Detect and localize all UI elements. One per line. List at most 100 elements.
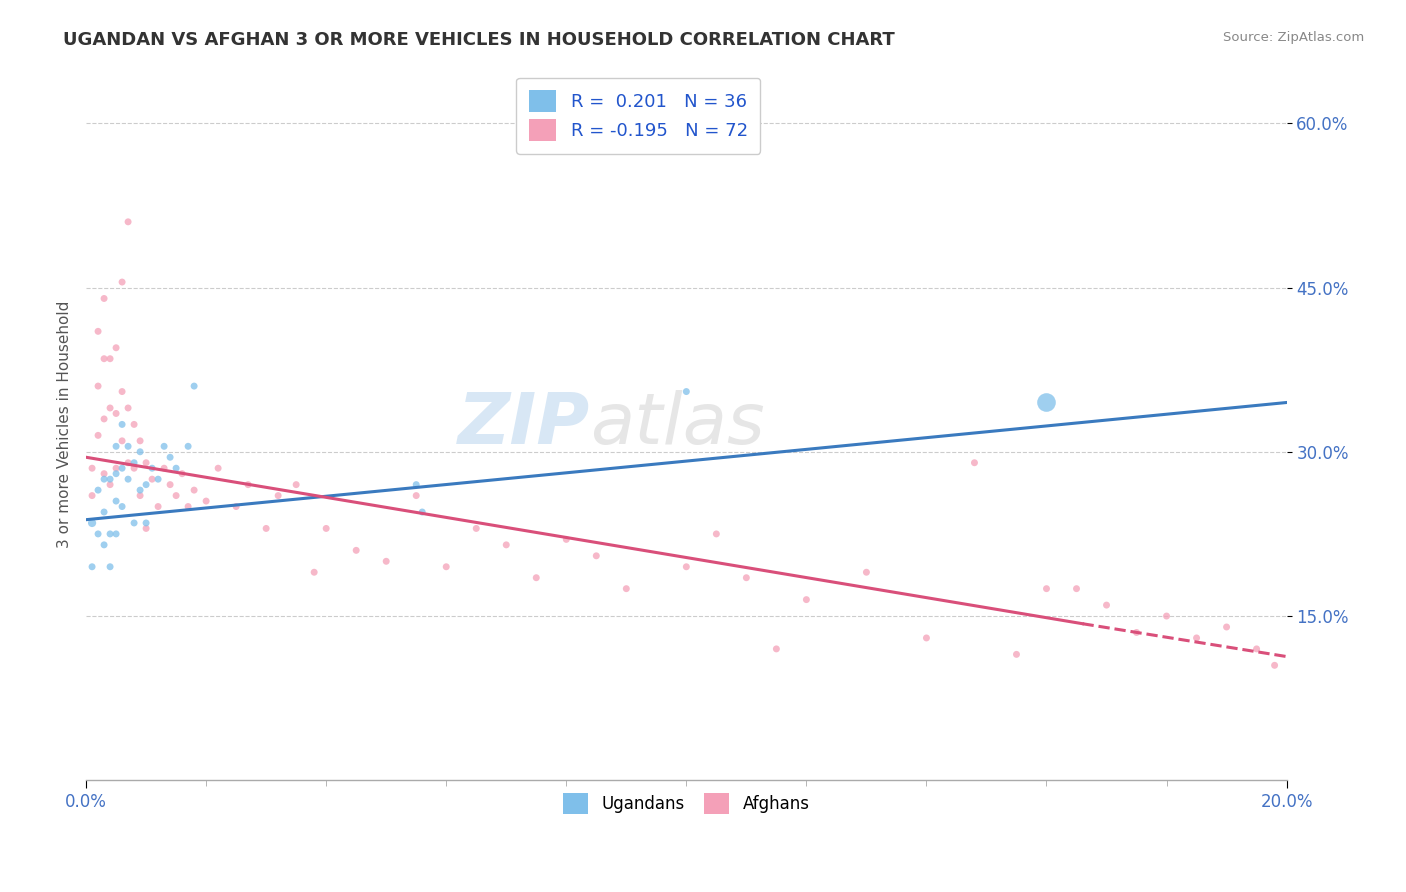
Point xyxy=(172,467,194,481)
Point xyxy=(111,434,134,448)
Point xyxy=(105,341,128,355)
Point xyxy=(1035,582,1057,596)
Point xyxy=(80,489,103,503)
Point xyxy=(915,631,938,645)
Point xyxy=(855,566,877,580)
Point xyxy=(87,483,110,497)
Point xyxy=(1035,395,1057,409)
Point xyxy=(735,571,758,585)
Point xyxy=(405,477,427,491)
Point xyxy=(465,521,488,535)
Text: Source: ZipAtlas.com: Source: ZipAtlas.com xyxy=(1223,31,1364,45)
Point xyxy=(225,500,247,514)
Point xyxy=(153,461,176,475)
Point xyxy=(93,292,115,306)
Point xyxy=(1185,631,1208,645)
Point xyxy=(135,477,157,491)
Point xyxy=(1156,609,1178,624)
Point xyxy=(122,456,145,470)
Point xyxy=(555,533,578,547)
Point xyxy=(141,461,163,475)
Point xyxy=(93,412,115,426)
Point xyxy=(98,351,121,366)
Point xyxy=(267,489,290,503)
Point xyxy=(111,500,134,514)
Point xyxy=(80,461,103,475)
Point xyxy=(614,582,637,596)
Point xyxy=(122,516,145,530)
Point xyxy=(1246,641,1268,656)
Point xyxy=(129,483,152,497)
Point xyxy=(105,494,128,508)
Point xyxy=(1215,620,1237,634)
Point xyxy=(98,472,121,486)
Point xyxy=(105,461,128,475)
Point xyxy=(98,559,121,574)
Point xyxy=(111,417,134,432)
Point xyxy=(165,489,187,503)
Point xyxy=(105,467,128,481)
Point xyxy=(315,521,337,535)
Point xyxy=(585,549,607,563)
Point xyxy=(796,592,818,607)
Point xyxy=(405,489,427,503)
Point xyxy=(375,554,398,568)
Point xyxy=(177,500,200,514)
Point xyxy=(495,538,517,552)
Point xyxy=(117,472,139,486)
Point xyxy=(93,472,115,486)
Text: ZIP: ZIP xyxy=(458,390,591,458)
Point xyxy=(524,571,547,585)
Point xyxy=(122,417,145,432)
Point xyxy=(105,439,128,453)
Point xyxy=(1264,658,1286,673)
Point xyxy=(195,494,218,508)
Point xyxy=(135,521,157,535)
Point xyxy=(111,384,134,399)
Point xyxy=(98,527,121,541)
Point xyxy=(1095,598,1118,612)
Point xyxy=(675,559,697,574)
Point xyxy=(765,641,787,656)
Point xyxy=(129,444,152,458)
Point xyxy=(87,527,110,541)
Point xyxy=(183,379,205,393)
Point xyxy=(117,215,139,229)
Point xyxy=(675,384,697,399)
Point xyxy=(183,483,205,497)
Point xyxy=(93,351,115,366)
Point xyxy=(93,467,115,481)
Point xyxy=(93,538,115,552)
Point xyxy=(165,461,187,475)
Point xyxy=(98,401,121,415)
Point xyxy=(704,527,727,541)
Point xyxy=(80,559,103,574)
Point xyxy=(105,527,128,541)
Point xyxy=(1125,625,1147,640)
Point xyxy=(146,472,169,486)
Point xyxy=(207,461,229,475)
Point xyxy=(135,456,157,470)
Point xyxy=(98,477,121,491)
Point xyxy=(135,516,157,530)
Point xyxy=(117,401,139,415)
Point xyxy=(434,559,457,574)
Point xyxy=(87,379,110,393)
Point xyxy=(111,461,134,475)
Point xyxy=(236,477,259,491)
Point xyxy=(117,439,139,453)
Y-axis label: 3 or more Vehicles in Household: 3 or more Vehicles in Household xyxy=(58,301,72,548)
Point xyxy=(117,456,139,470)
Point xyxy=(93,505,115,519)
Point xyxy=(122,461,145,475)
Point xyxy=(285,477,308,491)
Point xyxy=(153,439,176,453)
Point xyxy=(1005,648,1028,662)
Point xyxy=(1066,582,1088,596)
Point xyxy=(105,407,128,421)
Point xyxy=(177,439,200,453)
Point xyxy=(159,477,181,491)
Text: atlas: atlas xyxy=(591,390,765,458)
Point xyxy=(411,505,433,519)
Point xyxy=(344,543,367,558)
